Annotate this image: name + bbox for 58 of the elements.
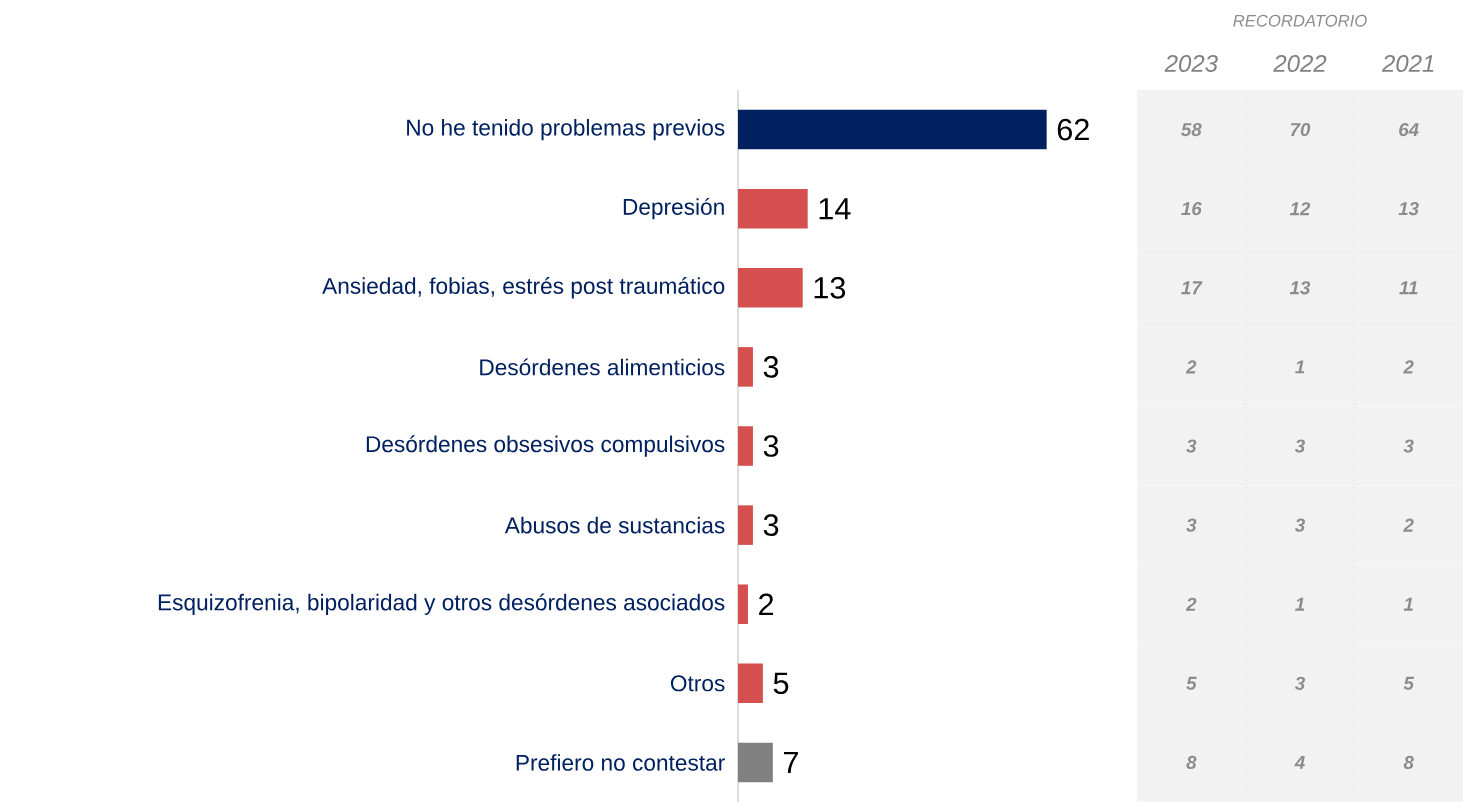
data-label: 70: [1290, 122, 1311, 137]
data-label: 7: [784, 751, 798, 773]
data-label: 3: [1186, 518, 1197, 532]
y-tick-label: Otros: [670, 675, 725, 692]
data-label: 1: [1403, 597, 1413, 611]
data-label: 4: [1294, 756, 1305, 769]
data-label: 1: [1295, 360, 1305, 374]
data-label: 5: [1403, 676, 1415, 690]
bar: [738, 347, 753, 387]
data-label: 8: [1403, 755, 1414, 770]
data-label: 58: [1181, 122, 1202, 137]
data-label: 3: [1294, 439, 1306, 453]
y-tick-label: Abusos de sustancias: [504, 516, 725, 534]
x-tick-label: 2023: [1164, 54, 1218, 72]
data-label: 5: [1186, 676, 1197, 690]
data-label: 13: [814, 276, 846, 299]
y-tick-label: No he tenido problemas previos: [407, 119, 725, 141]
bar: [738, 268, 803, 308]
bar: [738, 505, 753, 545]
data-label: 2: [1185, 360, 1197, 374]
y-tick-label: Prefiero no contestar: [516, 754, 725, 771]
y-tick-label: Ansiedad, fobias, estrés post traumático: [322, 277, 725, 299]
data-label: 2: [1185, 597, 1197, 611]
data-label: 64: [1399, 122, 1419, 137]
data-label: 11: [1399, 281, 1418, 295]
data-label: 13: [1289, 281, 1311, 295]
bar: [738, 109, 1047, 150]
data-label: 3: [1186, 439, 1197, 453]
data-label: 2: [1403, 360, 1414, 374]
data-label: 8: [1186, 755, 1197, 770]
data-label: 14: [819, 198, 851, 220]
y-tick-label: Desórdenes obsesivos compulsivos: [366, 435, 725, 457]
bar: [738, 426, 753, 466]
data-label: 62: [1057, 118, 1089, 141]
data-label: 3: [1294, 518, 1306, 532]
x-tick-label: 2022: [1273, 54, 1327, 72]
data-label: 13: [1398, 202, 1419, 216]
data-label: 12: [1289, 202, 1311, 216]
bar: [738, 584, 748, 625]
x-tick-label: 2021: [1381, 54, 1434, 72]
data-label: 3: [763, 356, 779, 378]
y-tick-label: Depresión: [623, 197, 724, 220]
y-tick-label: Esquizofrenia, bipolaridad y otros desórdenes asociados: [158, 593, 725, 615]
data-label: 3: [1294, 676, 1306, 690]
data-label: 3: [763, 514, 779, 536]
bar: [738, 188, 808, 229]
bar: [738, 742, 773, 783]
data-label: 2: [1403, 518, 1414, 532]
data-label: 3: [763, 435, 779, 457]
data-label: 2: [759, 593, 774, 615]
data-label: 16: [1181, 202, 1202, 216]
y-tick-label: Desórdenes alimenticios: [480, 358, 725, 376]
data-label: 3: [1403, 439, 1414, 453]
data-label: 1: [1295, 597, 1305, 611]
bar: [738, 663, 763, 704]
chart-title: RECORDATORIO: [1233, 14, 1367, 27]
data-label: 17: [1181, 281, 1203, 295]
data-label: 5: [773, 672, 789, 695]
